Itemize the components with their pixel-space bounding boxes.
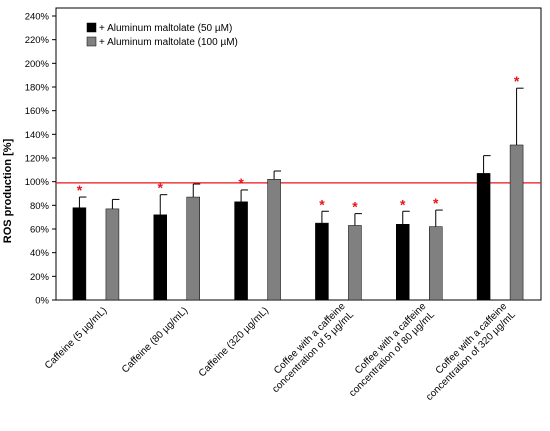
y-tick-label: 100%: [25, 177, 50, 188]
y-tick-label: 40%: [30, 248, 50, 259]
significance-marker: *: [433, 195, 439, 211]
bar: [348, 225, 362, 301]
y-tick-label: 120%: [25, 154, 50, 165]
bar: [476, 173, 491, 301]
legend-label: + Aluminum maltolate (50 µM): [99, 23, 232, 34]
significance-marker: *: [77, 182, 83, 198]
y-tick-label: 0%: [35, 296, 49, 307]
y-tick-label: 80%: [30, 201, 50, 212]
plot-frame: [55, 7, 542, 301]
bar: [509, 144, 524, 301]
bar: [153, 214, 167, 301]
y-tick-label: 180%: [25, 83, 50, 94]
bar: [267, 179, 281, 301]
bar: [396, 224, 410, 301]
y-tick-label: 200%: [25, 59, 50, 70]
y-axis-label: ROS production [%]: [2, 138, 14, 243]
legend-swatch: [86, 36, 97, 47]
y-tick-label: 20%: [30, 272, 50, 283]
bar: [72, 207, 87, 301]
significance-marker: *: [400, 196, 406, 212]
y-tick-label: 240%: [25, 12, 50, 23]
bar: [105, 208, 120, 301]
bar: [234, 201, 248, 301]
legend-swatch: [86, 22, 97, 33]
bar: [315, 222, 329, 301]
significance-marker: *: [158, 180, 164, 196]
y-tick-label: 220%: [25, 35, 50, 46]
bar: [429, 226, 443, 301]
significance-marker: *: [514, 73, 520, 89]
y-tick-label: 60%: [30, 225, 50, 236]
significance-marker: *: [238, 175, 244, 191]
legend-label: + Aluminum maltolate (100 µM): [99, 37, 238, 48]
significance-marker: *: [352, 199, 358, 215]
y-tick-label: 160%: [25, 106, 50, 117]
bar: [186, 196, 200, 301]
significance-marker: *: [319, 196, 325, 212]
y-tick-label: 140%: [25, 130, 50, 141]
